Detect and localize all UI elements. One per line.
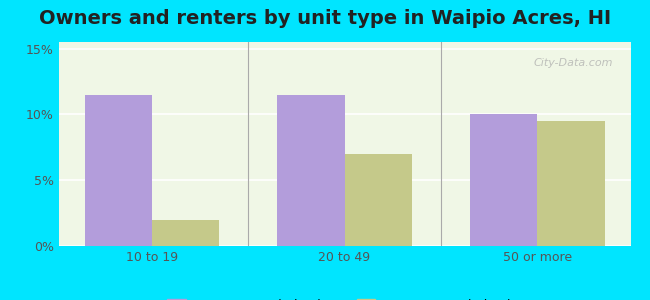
Text: City-Data.com: City-Data.com [534,58,614,68]
Bar [344,154,412,246]
Bar [537,121,604,246]
Legend: Owner occupied units, Renter occupied units: Owner occupied units, Renter occupied un… [162,294,527,300]
Bar [84,94,152,246]
Bar [152,220,219,246]
Text: Owners and renters by unit type in Waipio Acres, HI: Owners and renters by unit type in Waipi… [39,9,611,28]
Bar [277,94,344,246]
Bar [470,114,537,246]
